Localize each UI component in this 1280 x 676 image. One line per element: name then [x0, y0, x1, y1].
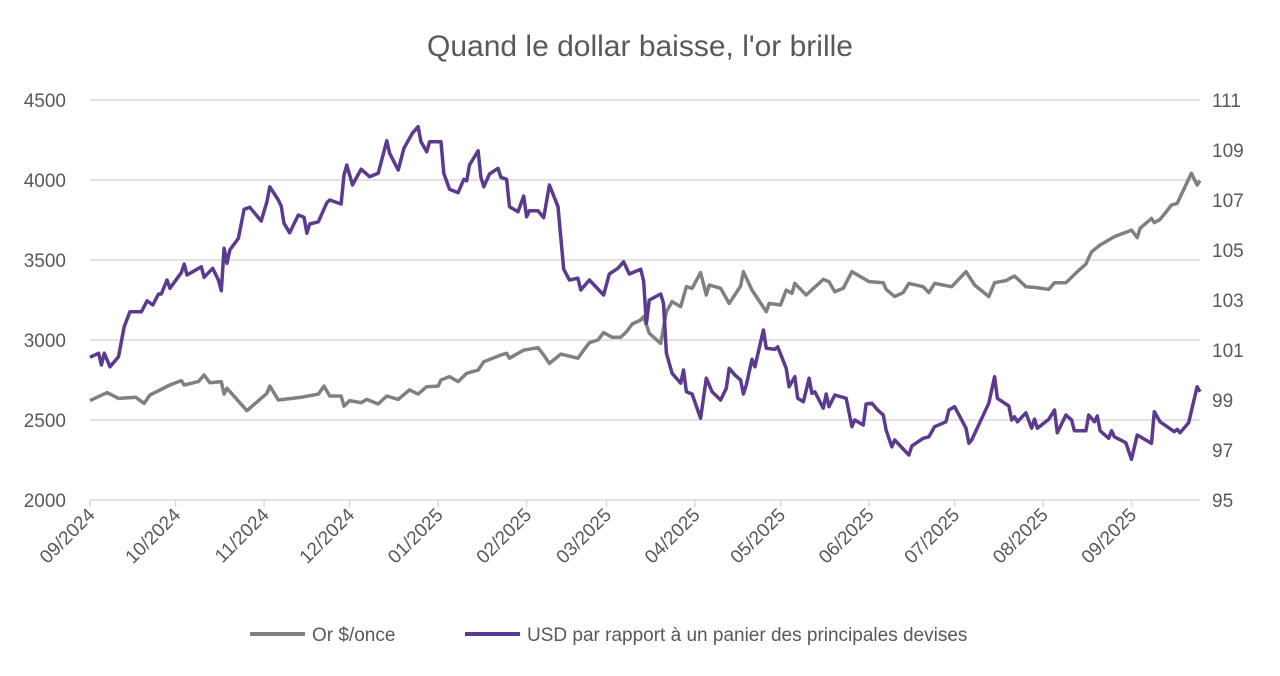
x-tick-label: 03/2025 — [553, 505, 616, 568]
right-tick-label: 99 — [1212, 391, 1233, 412]
right-tick-label: 101 — [1212, 341, 1244, 362]
x-tick-label: 09/2024 — [36, 504, 100, 568]
right-tick-label: 107 — [1212, 191, 1244, 212]
x-tick-label: 07/2025 — [901, 505, 964, 568]
gridlines — [90, 99, 1200, 501]
left-tick-label: 4500 — [24, 91, 66, 112]
right-tick-label: 103 — [1212, 291, 1244, 312]
right-tick-label: 97 — [1212, 441, 1233, 462]
x-tick-label: 09/2025 — [1078, 505, 1141, 568]
legend-label-usd: USD par rapport à un panier des principa… — [527, 625, 967, 646]
x-tick-label: 08/2025 — [989, 505, 1052, 568]
chart-title: Quand le dollar baisse, l'or brille — [427, 30, 853, 63]
series-lines — [89, 124, 1202, 462]
usd-index-line — [89, 124, 1202, 462]
left-tick-label: 2500 — [24, 411, 66, 432]
legend-label-gold: Or $/once — [312, 625, 395, 646]
right-tick-label: 105 — [1212, 241, 1244, 262]
right-tick-label: 111 — [1212, 91, 1241, 112]
legend: Or $/once USD par rapport à un panier de… — [250, 625, 967, 646]
left-tick-label: 3000 — [24, 331, 66, 352]
x-axis: 09/2024 10/2024 11/2024 12/2024 01/2025 02/20… — [36, 500, 1141, 568]
right-tick-label: 109 — [1212, 141, 1244, 162]
left-tick-label: 2000 — [24, 491, 66, 512]
x-tick-label: 10/2024 — [122, 504, 186, 568]
left-axis-tick-labels: 2000 2500 3000 3500 4000 4500 — [24, 91, 66, 512]
x-tick-label: 12/2024 — [296, 504, 360, 568]
x-tick-label: 04/2025 — [641, 505, 704, 568]
x-tick-label: 06/2025 — [815, 505, 878, 568]
x-tick-label: 11/2024 — [211, 504, 274, 567]
left-tick-label: 4000 — [24, 171, 66, 192]
x-tick-label: 01/2025 — [384, 505, 447, 568]
right-axis-tick-labels: 95 97 99 101 103 105 107 109 111 — [1212, 91, 1244, 512]
x-tick-label: 05/2025 — [727, 505, 790, 568]
right-tick-label: 95 — [1212, 491, 1233, 512]
x-tick-label: 02/2025 — [473, 505, 536, 568]
left-tick-label: 3500 — [24, 251, 66, 272]
